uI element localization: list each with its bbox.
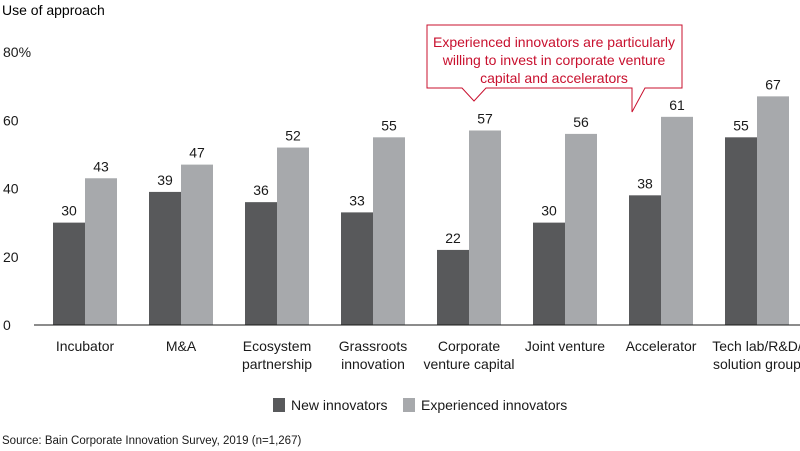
category-label: Corporate (438, 338, 500, 354)
bar-experienced-innovators (469, 130, 501, 325)
data-label: 55 (381, 117, 397, 133)
data-label: 43 (93, 158, 109, 174)
bar-experienced-innovators (757, 96, 789, 325)
bar-new-innovators (341, 212, 373, 325)
category-label: Accelerator (626, 338, 697, 354)
data-label: 30 (61, 203, 77, 219)
y-tick-label: 0 (3, 317, 11, 333)
legend-label: Experienced innovators (421, 397, 567, 413)
bars: 30 43 39 47 36 52 33 55 22 57 30 56 38 61 55 67 (53, 76, 789, 326)
bar-experienced-innovators (181, 164, 213, 325)
data-label: 33 (349, 192, 365, 208)
data-label: 30 (541, 203, 557, 219)
callout-text-line: capital and accelerators (480, 70, 628, 86)
callout-text-line: Experienced innovators are particularly (433, 34, 675, 50)
category-label: Tech lab/R&D/ (712, 338, 800, 354)
category-label: Ecosystem (243, 338, 311, 354)
category-label: innovation (341, 356, 405, 372)
data-label: 55 (733, 117, 749, 133)
bar-new-innovators (245, 202, 277, 325)
category-label: Joint venture (525, 338, 605, 354)
category-label: Incubator (56, 338, 115, 354)
legend-label: New innovators (291, 397, 388, 413)
data-label: 52 (285, 128, 301, 144)
data-label: 38 (637, 175, 653, 191)
category-label: Grassroots (339, 338, 407, 354)
bar-experienced-innovators (661, 116, 693, 326)
y-tick-label: 20 (3, 249, 19, 265)
legend-swatch (403, 398, 415, 412)
data-label: 61 (669, 97, 685, 113)
data-label: 22 (445, 230, 461, 246)
bar-new-innovators (149, 191, 181, 325)
bar-experienced-innovators (85, 178, 117, 325)
bar-new-innovators (437, 249, 469, 325)
y-tick-label: 80% (3, 44, 31, 60)
legend: New innovators Experienced innovators (273, 397, 567, 413)
bar-experienced-innovators (373, 137, 405, 325)
source-note: Source: Bain Corporate Innovation Survey… (2, 435, 301, 447)
bar-new-innovators (53, 222, 85, 325)
callout-text-line: willing to invest in corporate venture (442, 52, 666, 68)
category-label: partnership (242, 356, 312, 372)
bar-experienced-innovators (565, 133, 597, 325)
category-label: M&A (166, 338, 197, 354)
bar-experienced-innovators (277, 147, 309, 325)
data-label: 36 (253, 182, 269, 198)
y-tick-label: 40 (3, 181, 19, 197)
data-label: 47 (189, 145, 205, 161)
y-tick-label: 60 (3, 112, 19, 128)
bar-new-innovators (629, 195, 661, 325)
y-axis-ticks: 0 20 40 60 80% (3, 44, 31, 333)
bar-new-innovators (725, 137, 757, 325)
data-label: 67 (765, 76, 781, 92)
category-labels: Incubator M&A Ecosystem partnership Grassroo… (56, 338, 800, 372)
data-label: 56 (573, 114, 589, 130)
data-label: 39 (157, 172, 173, 188)
annotation-callout: Experienced innovators are particularly w… (426, 24, 683, 113)
bar-new-innovators (533, 222, 565, 325)
category-label: venture capital (423, 356, 514, 372)
y-axis-label: Use of approach (2, 2, 105, 18)
data-label: 57 (477, 110, 493, 126)
category-label: solution group (713, 356, 800, 372)
legend-swatch (273, 398, 285, 412)
callout-box (426, 24, 683, 113)
